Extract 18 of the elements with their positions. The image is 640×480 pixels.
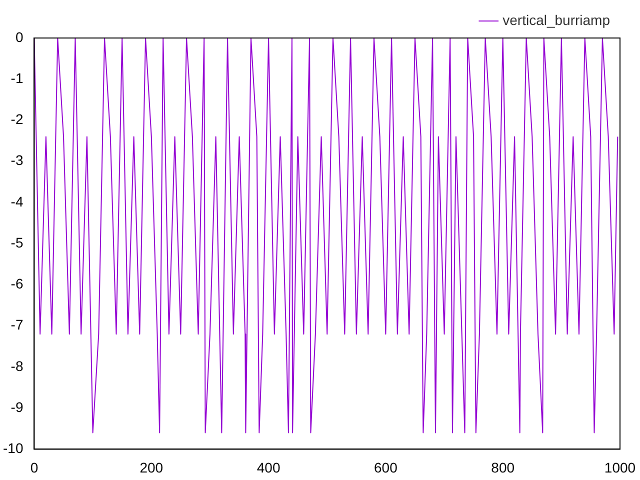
legend-label: vertical_burriamp [502,12,610,28]
y-tick-label: 0 [15,28,24,45]
x-tick-label: 0 [30,459,38,476]
y-tick-label: -7 [10,316,24,333]
y-tick-label: -10 [3,440,24,456]
x-tick-label: 600 [374,459,398,476]
y-tick-label: -6 [10,276,24,292]
y-tick-label: -2 [10,111,24,128]
y-tick-label: -1 [10,70,24,86]
y-tick-label: -9 [10,398,24,415]
x-tick-label: 200 [140,459,164,476]
y-tick-label: -8 [10,358,24,374]
y-tick-label: -5 [10,234,24,250]
x-tick-label: 800 [491,459,515,476]
y-tick-label: -4 [10,193,24,210]
y-tick-label: -3 [10,152,24,168]
x-tick-label: 1000 [604,459,636,476]
x-tick-label: 400 [256,459,280,476]
